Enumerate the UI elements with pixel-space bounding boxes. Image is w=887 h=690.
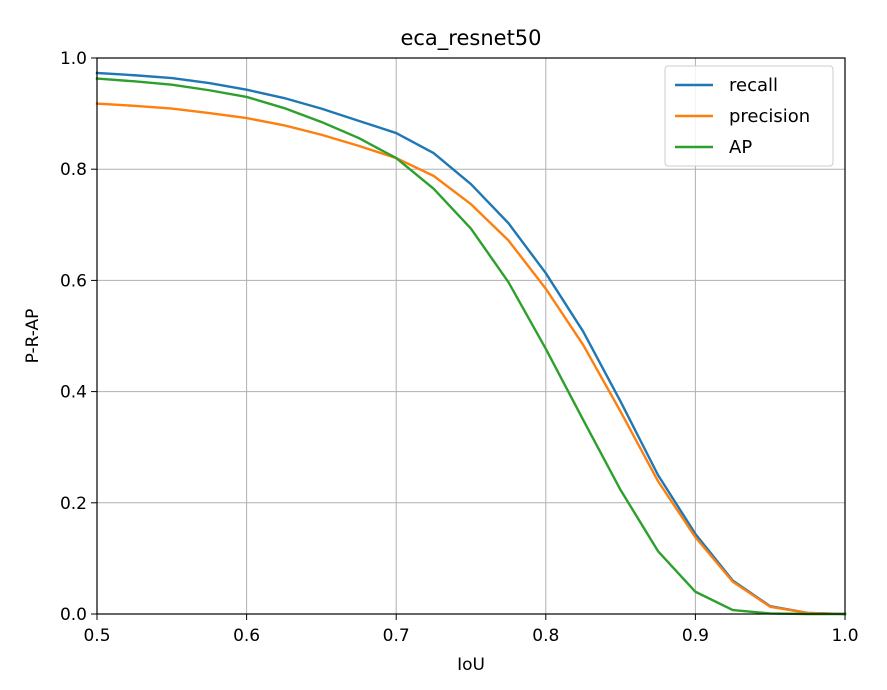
- y-tick-label: 0.8: [60, 160, 87, 180]
- y-tick-label: 0.4: [60, 383, 87, 403]
- y-tick-label: 1.0: [60, 49, 87, 69]
- chart-title: eca_resnet50: [400, 26, 541, 51]
- legend: recall precision AP: [664, 65, 834, 167]
- legend-box: [664, 65, 834, 167]
- x-tick-label: 0.7: [383, 626, 410, 646]
- y-tick-label: 0.2: [60, 494, 87, 514]
- y-axis-title: P-R-AP: [23, 309, 43, 364]
- series-lines: [95, 71, 847, 616]
- y-tick-label: 0.6: [60, 271, 87, 291]
- x-axis-ticks: 0.5 0.6 0.7 0.8 0.9 1.0: [83, 614, 859, 646]
- x-tick-label: 0.6: [233, 626, 260, 646]
- legend-label-precision: precision: [729, 106, 810, 127]
- x-axis-title: IoU: [457, 655, 485, 675]
- x-tick-label: 1.0: [831, 626, 858, 646]
- plot-frame: [96, 57, 846, 615]
- legend-label-recall: recall: [729, 75, 778, 96]
- y-axis-ticks: 0.0 0.2 0.4 0.6 0.8 1.0: [60, 49, 97, 625]
- x-tick-label: 0.8: [532, 626, 559, 646]
- x-tick-label: 0.5: [83, 626, 110, 646]
- legend-label-ap: AP: [729, 137, 752, 158]
- series-line-ap: [95, 77, 847, 616]
- grid-lines: [96, 57, 846, 615]
- y-tick-label: 0.0: [60, 605, 87, 625]
- x-tick-label: 0.9: [682, 626, 709, 646]
- series-line-precision: [95, 102, 847, 616]
